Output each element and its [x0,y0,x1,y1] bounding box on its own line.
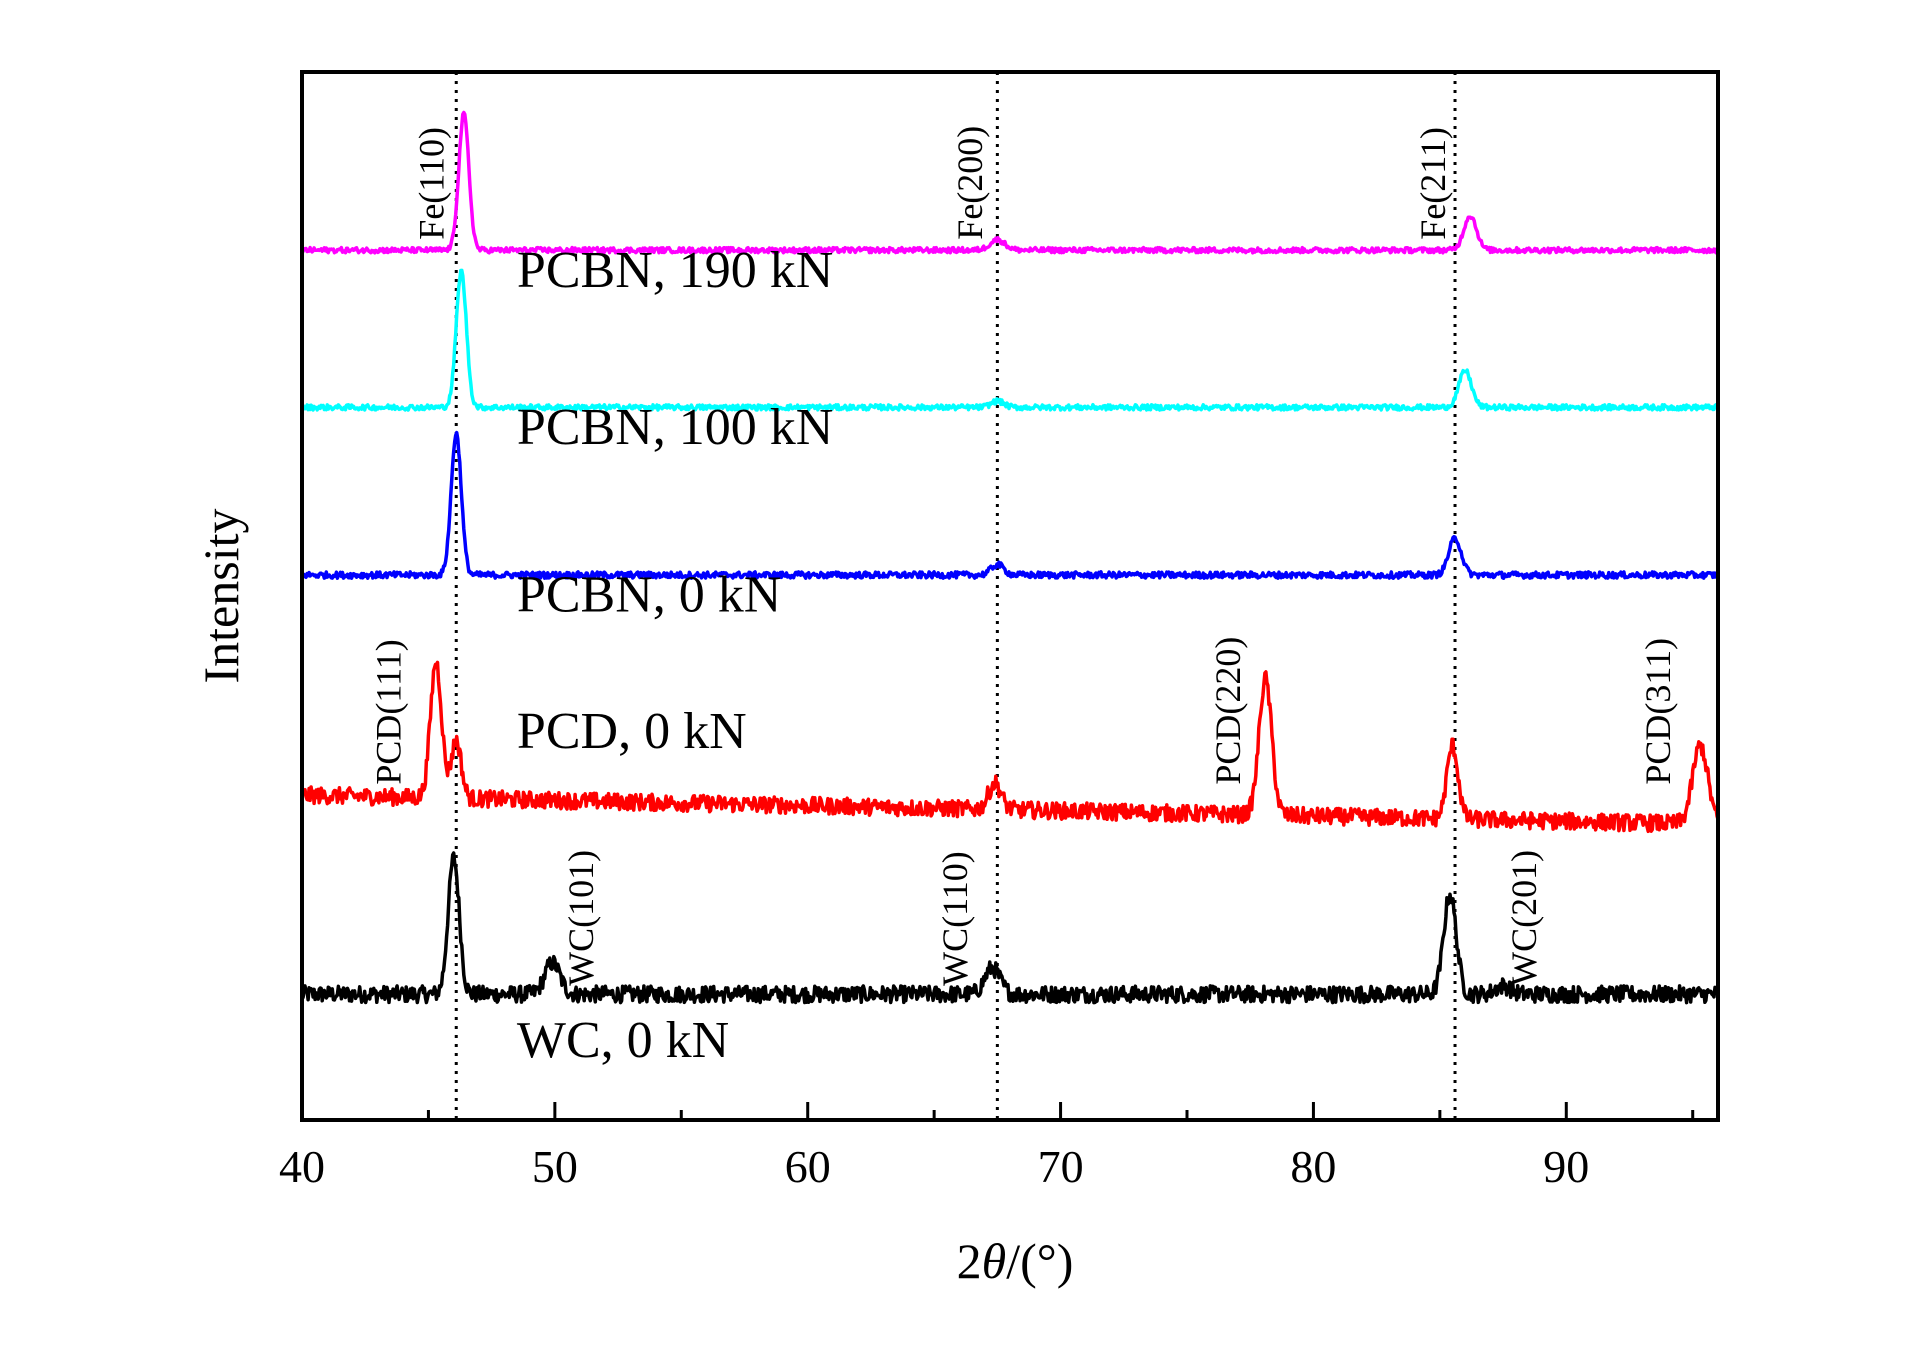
y-axis-title: Intensity [193,509,249,684]
peak-label-4: PCD(111) [369,639,409,784]
peak-labels: Fe(110) Fe(200) Fe(211) PCD(111) PCD(220) PCD… [369,126,1678,986]
series-line-4 [300,268,1719,412]
series-label-2: PCD, 0 kN [517,703,747,760]
peak-label-8: WC(110) [935,851,975,986]
peak-label-6: PCD(311) [1638,638,1678,785]
x-axis-ticks: 40 50 60 70 80 90 [279,1102,1695,1192]
x-tick-label: 70 [1038,1141,1084,1192]
x-tick-label: 50 [532,1141,578,1192]
peak-label-5: PCD(220) [1208,637,1248,785]
x-tick-label: 80 [1290,1141,1336,1192]
series-line-2 [300,660,1720,834]
series-line-3 [301,430,1720,580]
series-label-4: PCBN, 100 kN [517,399,833,456]
plot-frame [300,70,1720,1122]
x-axis-title: 2θ/(°) [957,1233,1074,1289]
peak-label-9: WC(201) [1504,850,1544,986]
peak-label-3: Fe(211) [1413,127,1453,240]
series-layer [300,110,1720,1005]
x-tick-label: 40 [279,1141,325,1192]
series-label-5: PCBN, 190 kN [517,242,833,299]
series-line-1 [300,851,1719,1005]
x-tick-label: 60 [785,1141,831,1192]
peak-label-2: Fe(200) [950,126,990,240]
series-labels: WC, 0 kN PCD, 0 kN PCBN, 0 kN PCBN, 100 kN P… [517,242,833,1069]
reference-lines [454,72,1457,1120]
peak-label-1: Fe(110) [412,127,452,240]
x-tick-label: 90 [1543,1141,1589,1192]
series-label-1: WC, 0 kN [517,1012,729,1069]
series-line-5 [300,110,1720,255]
peak-label-7: WC(101) [561,850,601,986]
series-label-3: PCBN, 0 kN [517,567,781,624]
